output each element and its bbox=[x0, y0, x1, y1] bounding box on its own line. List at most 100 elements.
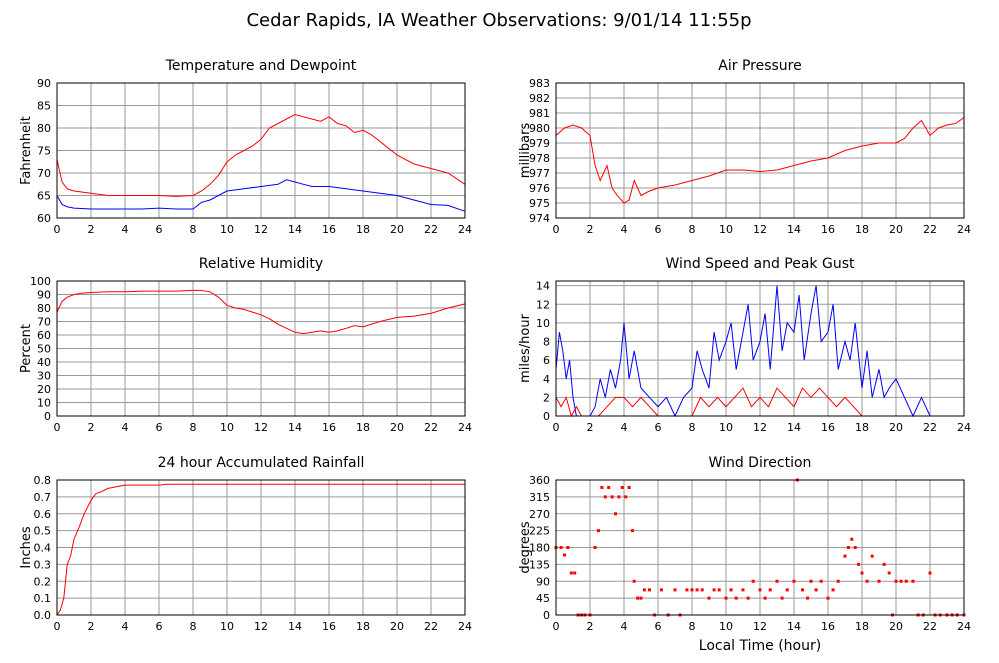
chart-title: Air Pressure bbox=[718, 58, 801, 74]
y-tick-label: 30 bbox=[37, 370, 51, 383]
x-tick-label: 16 bbox=[821, 620, 835, 633]
y-tick-label: 14 bbox=[536, 280, 550, 293]
x-tick-label: 6 bbox=[655, 421, 662, 434]
x-tick-label: 6 bbox=[156, 620, 163, 633]
data-point bbox=[569, 571, 573, 575]
data-point bbox=[631, 529, 634, 533]
data-point bbox=[690, 588, 694, 592]
y-tick-label: 0 bbox=[543, 410, 550, 423]
x-tick-label: 16 bbox=[821, 223, 835, 236]
y-tick-label: 20 bbox=[37, 383, 51, 396]
y-tick-label: 980 bbox=[529, 122, 550, 135]
data-point bbox=[768, 588, 772, 592]
y-tick-label: 70 bbox=[37, 316, 51, 329]
y-axis-label: miles/hour bbox=[518, 313, 533, 382]
x-tick-label: 0 bbox=[54, 620, 61, 633]
data-point bbox=[843, 554, 847, 558]
x-tick-label: 22 bbox=[424, 620, 438, 633]
x-tick-label: 4 bbox=[621, 421, 628, 434]
x-tick-label: 8 bbox=[190, 421, 197, 434]
y-tick-label: 0.6 bbox=[34, 508, 52, 521]
x-tick-label: 8 bbox=[190, 620, 197, 633]
y-tick-label: 12 bbox=[536, 298, 550, 311]
y-tick-label: 75 bbox=[37, 145, 51, 158]
y-tick-label: 6 bbox=[543, 354, 550, 367]
x-tick-label: 24 bbox=[458, 620, 472, 633]
y-tick-label: 80 bbox=[37, 122, 51, 135]
data-point bbox=[801, 588, 804, 592]
x-tick-label: 18 bbox=[356, 620, 370, 633]
y-tick-label: 974 bbox=[529, 212, 550, 225]
x-tick-label: 10 bbox=[719, 620, 733, 633]
data-point bbox=[831, 588, 835, 592]
data-point bbox=[853, 546, 857, 549]
data-point bbox=[614, 512, 617, 516]
data-point bbox=[603, 495, 607, 499]
x-tick-label: 14 bbox=[787, 223, 801, 236]
data-point bbox=[911, 579, 915, 583]
data-point bbox=[617, 495, 621, 499]
y-tick-label: 180 bbox=[529, 542, 550, 555]
x-tick-label: 2 bbox=[88, 421, 95, 434]
data-point bbox=[639, 596, 643, 600]
chart-title: Wind Direction bbox=[709, 455, 812, 471]
data-point bbox=[607, 486, 611, 489]
x-tick-label: 12 bbox=[753, 421, 767, 434]
data-point bbox=[928, 571, 932, 575]
data-point bbox=[850, 537, 854, 541]
data-point bbox=[573, 571, 577, 575]
x-tick-label: 4 bbox=[122, 421, 129, 434]
data-point bbox=[792, 579, 796, 583]
data-point bbox=[610, 495, 614, 499]
y-tick-label: 60 bbox=[37, 329, 51, 342]
data-point bbox=[758, 588, 762, 592]
x-tick-label: 14 bbox=[288, 223, 302, 236]
y-tick-label: 979 bbox=[529, 137, 550, 150]
y-tick-label: 90 bbox=[37, 289, 51, 302]
data-point bbox=[673, 588, 677, 592]
data-point bbox=[593, 546, 597, 549]
x-tick-label: 20 bbox=[889, 620, 903, 633]
x-tick-label: 16 bbox=[322, 620, 336, 633]
y-tick-label: 0.5 bbox=[34, 525, 52, 538]
page-title: Cedar Rapids, IA Weather Observations: 9… bbox=[246, 10, 751, 31]
x-tick-label: 8 bbox=[689, 620, 696, 633]
x-tick-label: 6 bbox=[156, 223, 163, 236]
x-tick-label: 22 bbox=[424, 421, 438, 434]
plot-frame bbox=[56, 280, 466, 417]
x-tick-label: 2 bbox=[587, 223, 594, 236]
data-point bbox=[734, 596, 738, 600]
x-tick-label: 18 bbox=[356, 421, 370, 434]
plot-frame bbox=[56, 479, 466, 616]
data-point bbox=[695, 588, 699, 592]
x-tick-label: 20 bbox=[889, 421, 903, 434]
data-point bbox=[877, 579, 881, 583]
data-point bbox=[559, 546, 563, 549]
x-tick-label: 20 bbox=[390, 421, 404, 434]
x-tick-label: 16 bbox=[322, 421, 336, 434]
x-tick-label: 0 bbox=[54, 421, 61, 434]
chart-title: Wind Speed and Peak Gust bbox=[666, 256, 855, 272]
series-line-0 bbox=[56, 113, 466, 197]
y-tick-label: 10 bbox=[37, 397, 51, 410]
y-tick-label: 65 bbox=[37, 190, 51, 203]
y-tick-label: 0 bbox=[44, 410, 51, 423]
y-tick-label: 976 bbox=[529, 182, 550, 195]
x-tick-label: 18 bbox=[855, 223, 869, 236]
y-tick-label: 70 bbox=[37, 167, 51, 180]
y-tick-label: 85 bbox=[37, 100, 51, 113]
y-tick-label: 315 bbox=[529, 491, 550, 504]
x-tick-label: 0 bbox=[54, 223, 61, 236]
data-point bbox=[870, 554, 874, 558]
data-point bbox=[763, 596, 767, 600]
y-tick-label: 90 bbox=[37, 77, 51, 90]
data-point bbox=[809, 579, 813, 583]
data-point bbox=[857, 562, 861, 566]
data-point bbox=[632, 579, 636, 583]
x-tick-label: 14 bbox=[288, 620, 302, 633]
x-tick-label: 24 bbox=[957, 421, 971, 434]
data-point bbox=[700, 588, 704, 592]
series-line-1 bbox=[56, 179, 466, 212]
